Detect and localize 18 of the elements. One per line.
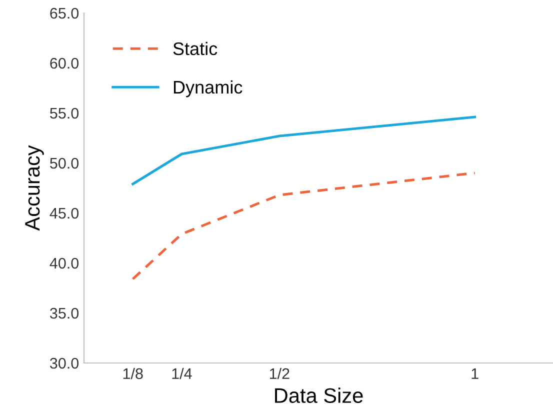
legend-label: Static — [173, 42, 218, 56]
x-axis-title: Data Size — [275, 388, 363, 403]
legend-label: Dynamic — [174, 80, 242, 98]
y-axis-title: Accuracy — [25, 145, 44, 231]
y-tick-label: 40.0 — [50, 258, 79, 269]
x-tick-label: 1 — [472, 368, 478, 379]
y-tick-label: 45.0 — [50, 208, 79, 219]
y-tick-label: 55.0 — [50, 108, 79, 119]
y-tick-label: 35.0 — [50, 308, 79, 319]
line-series — [132, 116, 476, 186]
x-tick-label: 1/4 — [172, 368, 192, 380]
y-tick-label: 60.0 — [50, 58, 79, 69]
y-tick-label: 65.0 — [50, 8, 79, 19]
y-tick-label: 50.0 — [50, 158, 79, 169]
y-tick-label: 30.0 — [50, 358, 79, 369]
x-tick-label: 1/2 — [270, 368, 290, 380]
line-series — [132, 172, 476, 280]
x-tick-label: 1/8 — [123, 368, 143, 380]
